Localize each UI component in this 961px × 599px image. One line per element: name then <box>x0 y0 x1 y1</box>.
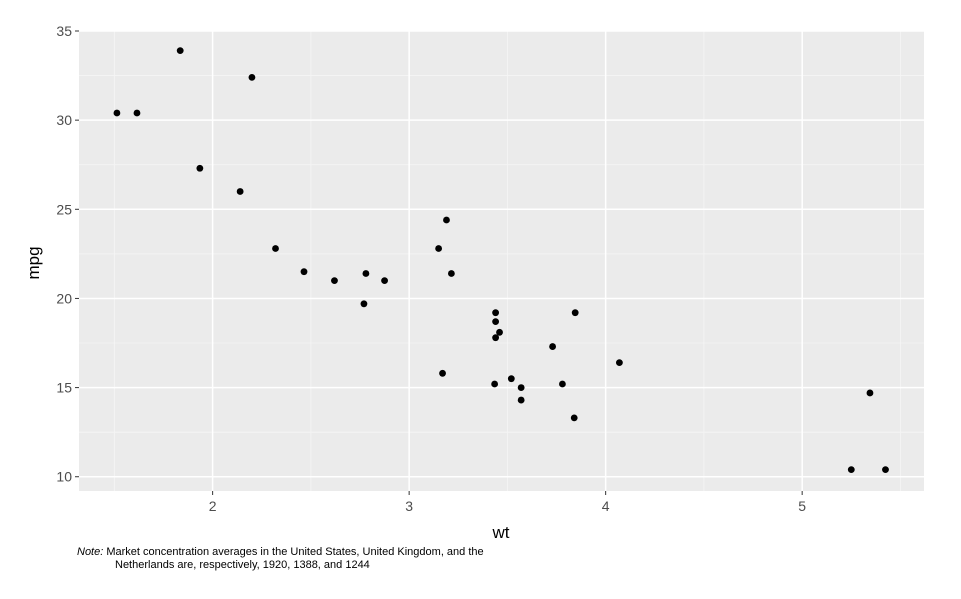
y-tick-label: 35 <box>56 23 72 39</box>
data-point <box>447 270 455 277</box>
y-axis: 10 15 20 25 30 35 <box>56 23 79 485</box>
data-point <box>491 380 499 388</box>
footnote: Note: Market concentration averages in t… <box>77 546 484 572</box>
data-point <box>443 216 450 224</box>
data-point <box>492 318 500 326</box>
y-tick-label: 25 <box>56 201 72 217</box>
data-points <box>113 47 889 474</box>
data-point <box>196 164 204 172</box>
data-point <box>549 343 556 350</box>
data-point <box>492 309 500 317</box>
data-point <box>362 270 370 277</box>
x-tick-label: 4 <box>602 498 610 514</box>
minor-gridlines <box>79 31 924 491</box>
scatter-chart: 2 3 4 5 10 15 20 25 30 35 wt mpg <box>24 23 924 540</box>
y-axis-title: mpg <box>24 246 43 279</box>
data-point <box>616 359 623 367</box>
data-point <box>300 268 308 276</box>
data-point <box>133 109 141 117</box>
x-tick-label: 2 <box>209 498 217 514</box>
data-point <box>113 109 121 117</box>
data-point <box>847 466 855 474</box>
data-point <box>507 375 515 383</box>
note-label: Note: <box>77 546 104 558</box>
data-point <box>176 47 184 55</box>
x-axis-title: wt <box>492 523 510 540</box>
y-tick-label: 20 <box>56 290 72 306</box>
x-tick-label: 5 <box>798 498 806 514</box>
note-line-1: Market concentration averages in the Uni… <box>103 546 484 558</box>
data-point <box>882 466 889 474</box>
data-point <box>439 369 446 377</box>
y-tick-label: 30 <box>56 112 72 128</box>
data-point <box>517 396 525 404</box>
data-point <box>331 277 338 285</box>
data-point <box>570 414 578 422</box>
y-tick-label: 15 <box>56 380 72 396</box>
data-point <box>248 73 256 81</box>
data-point <box>517 384 525 391</box>
data-point <box>571 309 579 317</box>
x-axis: 2 3 4 5 <box>209 491 806 514</box>
data-point <box>272 245 279 252</box>
data-point <box>360 300 368 308</box>
plot-panel <box>79 31 924 491</box>
data-point <box>492 334 500 342</box>
x-tick-label: 3 <box>405 498 413 514</box>
note-line-2: Netherlands are, respectively, 1920, 138… <box>115 559 370 571</box>
data-point <box>866 389 874 397</box>
data-point <box>496 328 503 336</box>
data-point <box>236 188 244 195</box>
major-gridlines <box>79 30 924 491</box>
data-point <box>435 245 443 252</box>
data-point <box>559 380 566 388</box>
data-point <box>381 277 388 285</box>
y-tick-label: 10 <box>56 469 72 485</box>
